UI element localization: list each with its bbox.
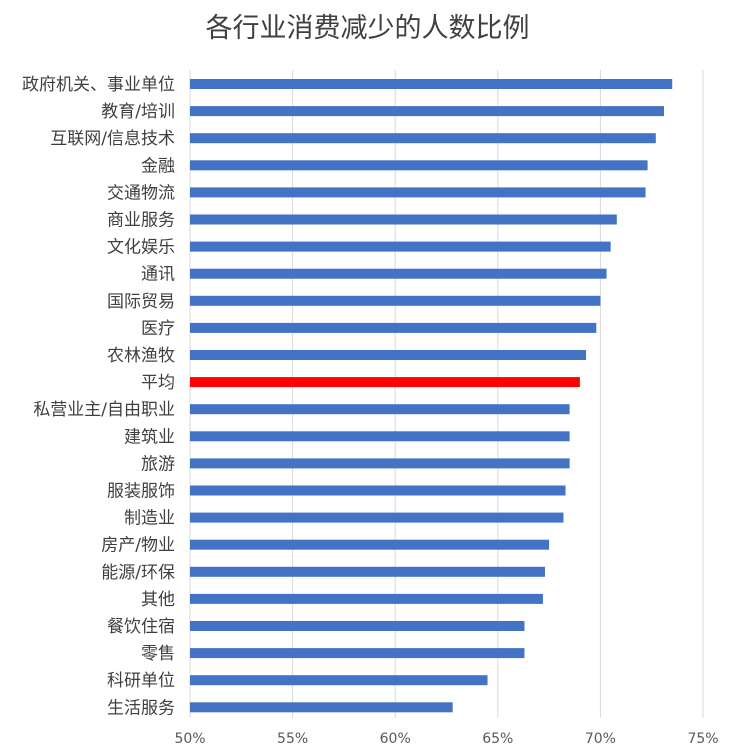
category-label: 其他 — [141, 590, 175, 610]
bar — [190, 322, 597, 333]
category-label: 互联网/信息技术 — [50, 129, 175, 149]
category-label: 能源/环保 — [101, 563, 175, 583]
gridlines — [189, 70, 704, 718]
category-label: 科研单位 — [107, 671, 175, 691]
bar — [190, 79, 673, 89]
bar — [190, 295, 601, 306]
bar — [190, 566, 545, 577]
bar — [190, 268, 607, 279]
category-label: 平均 — [141, 373, 175, 393]
bar — [190, 458, 570, 469]
category-label: 私营业主/自由职业 — [33, 400, 175, 420]
category-label: 医疗 — [141, 319, 175, 339]
bar-highlight — [190, 377, 580, 388]
category-label: 制造业 — [124, 509, 175, 529]
category-label: 通讯 — [141, 265, 175, 285]
category-label: 教育/培训 — [101, 102, 175, 122]
category-label: 国际贸易 — [107, 292, 175, 312]
category-label: 房产/物业 — [101, 536, 175, 556]
bar — [190, 431, 570, 442]
category-label: 农林渔牧 — [107, 346, 175, 366]
category-label: 政府机关、事业单位 — [22, 75, 175, 95]
category-label: 生活服务 — [107, 698, 175, 718]
bar — [190, 350, 587, 360]
x-tick-label: 50% — [174, 731, 205, 747]
bar — [190, 702, 453, 713]
x-tick-label: 70% — [585, 731, 616, 747]
category-label: 零售 — [141, 644, 175, 664]
category-label: 金融 — [141, 156, 175, 176]
category-label: 旅游 — [141, 454, 175, 474]
category-label: 交通物流 — [107, 183, 175, 203]
chart-title: 各行业消费减少的人数比例 — [205, 13, 530, 44]
bar — [190, 539, 550, 550]
bar — [190, 675, 488, 686]
bar — [190, 160, 648, 171]
category-label: 服装服饰 — [107, 482, 175, 502]
x-tick-label: 55% — [277, 731, 308, 747]
category-labels: 政府机关、事业单位教育/培训互联网/信息技术金融交通物流商业服务文化娱乐通讯国际… — [22, 75, 175, 718]
x-tick-label: 75% — [687, 731, 718, 747]
x-tick-label: 65% — [482, 731, 513, 747]
bar — [190, 404, 570, 415]
bar — [190, 106, 665, 117]
category-label: 建筑业 — [124, 427, 175, 447]
bar — [190, 187, 646, 198]
x-tick-label: 60% — [380, 731, 411, 747]
bar — [190, 593, 543, 604]
bar — [190, 133, 656, 144]
category-label: 商业服务 — [107, 211, 175, 231]
bars — [190, 79, 673, 713]
bar — [190, 241, 611, 252]
category-label: 餐饮住宿 — [107, 617, 175, 637]
bar — [190, 485, 566, 496]
x-axis-tick-labels: 50% 55% 60% 65% 70% 75% — [174, 731, 718, 747]
bar — [190, 621, 525, 631]
bar — [190, 512, 564, 523]
bar — [190, 214, 617, 225]
category-label: 文化娱乐 — [107, 238, 175, 258]
bar — [190, 648, 525, 659]
